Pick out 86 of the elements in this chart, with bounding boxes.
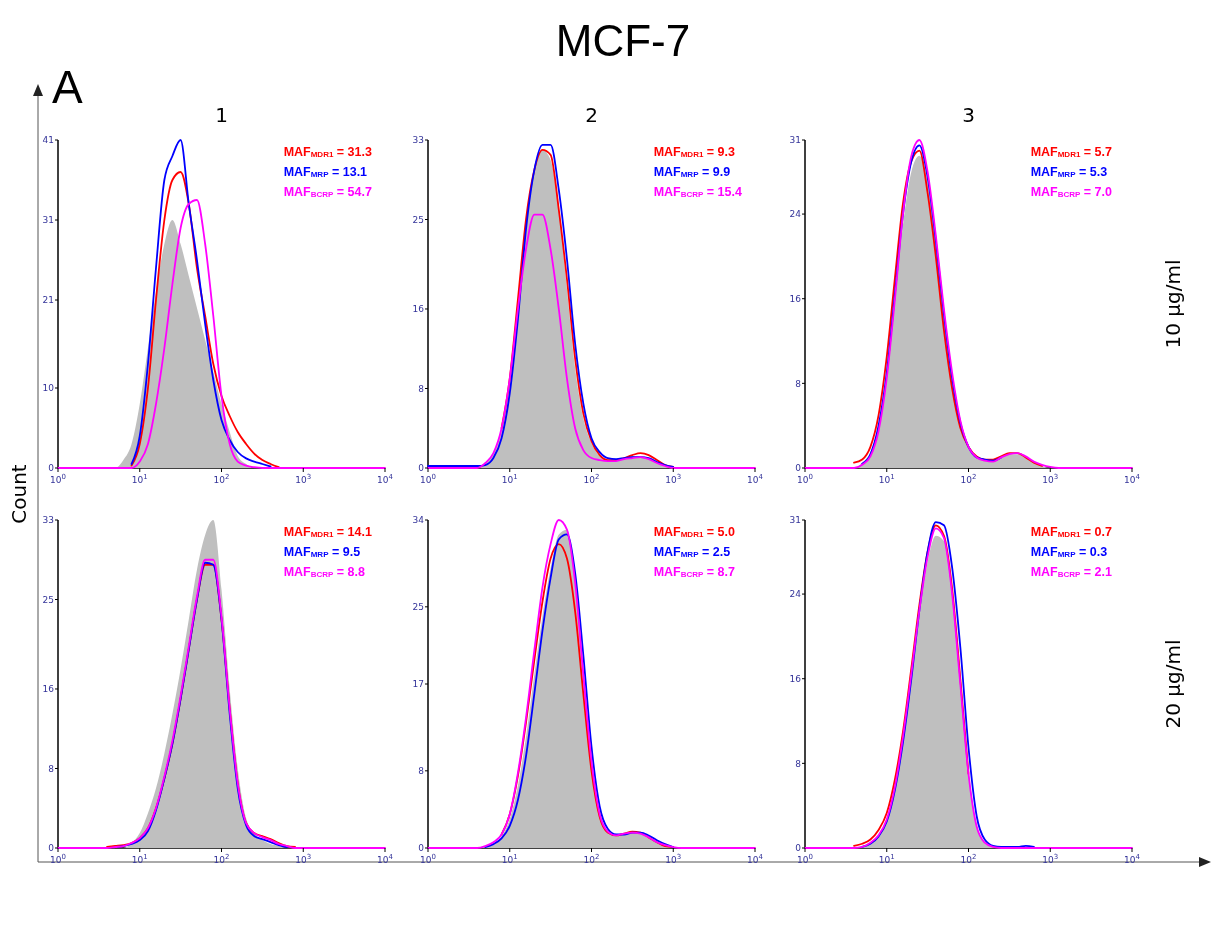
- x-tick-label: 10$^{0}$: [50, 853, 66, 865]
- y2-axis-title: 10 µg/ml: [1161, 259, 1185, 349]
- y-tick-label: 24: [789, 589, 802, 600]
- x-tick-label: 10$^{1}$: [878, 473, 895, 485]
- y-tick-label: 25: [412, 601, 424, 612]
- x-tick-label: 10$^{4}$: [747, 473, 764, 485]
- annotation: MAFMDR1 = 31.3: [283, 145, 372, 159]
- y-tick-label: 16: [789, 293, 802, 304]
- chart-title: 2: [585, 103, 598, 127]
- y-tick-label: 16: [42, 684, 55, 695]
- annotation: MAFMRP = 13.1: [283, 165, 368, 179]
- annotation: MAFMDR1 = 9.3: [653, 145, 736, 159]
- chart-title: 3: [962, 103, 975, 127]
- annotation: MAFMRP = 0.3: [1030, 545, 1108, 559]
- x-tick-label: 10$^{3}$: [665, 853, 682, 865]
- text: MCF-7: [555, 16, 691, 65]
- annotation: MAFMDR1 = 0.7: [1030, 525, 1113, 539]
- y-tick-label: 31: [42, 215, 54, 226]
- x-tick-label: 10$^{2}$: [960, 853, 977, 865]
- x-tick-label: 10$^{0}$: [797, 473, 813, 485]
- y-tick-label: 16: [412, 304, 425, 315]
- y-tick-label: 0: [418, 463, 425, 474]
- text: A: [52, 61, 83, 113]
- y-tick-label: 33: [42, 515, 54, 526]
- annotation: MAFBCRP = 8.7: [653, 565, 736, 579]
- y-tick-label: 41: [42, 135, 54, 146]
- x-tick-label: 10$^{0}$: [420, 853, 436, 865]
- annotation: MAFMRP = 5.3: [1030, 165, 1108, 179]
- chart-title: 1: [215, 103, 228, 127]
- y-tick-label: 8: [795, 758, 802, 769]
- y-tick-label: 10: [42, 383, 55, 394]
- annotation: MAFBCRP = 7.0: [1030, 185, 1113, 199]
- y-tick-label: 8: [418, 383, 425, 394]
- x-tick-label: 10$^{3}$: [665, 473, 682, 485]
- annotation: MAFBCRP = 54.7: [283, 185, 372, 199]
- annotation: MAFMDR1 = 14.1: [283, 525, 372, 539]
- x-tick-label: 10$^{1}$: [131, 473, 148, 485]
- y-tick-label: 33: [412, 135, 424, 146]
- x-tick-label: 10$^{4}$: [1124, 473, 1141, 485]
- annotation: MAFMRP = 9.5: [283, 545, 361, 559]
- x-tick-label: 10$^{3}$: [295, 853, 312, 865]
- y-tick-label: 25: [42, 594, 54, 605]
- x-tick-label: 10$^{0}$: [797, 853, 813, 865]
- y-tick-label: 0: [795, 843, 802, 854]
- y-tick-label: 0: [48, 463, 55, 474]
- x-tick-label: 10$^{4}$: [747, 853, 764, 865]
- annotation: MAFMRP = 2.5: [653, 545, 731, 559]
- x-tick-label: 10$^{1}$: [878, 853, 895, 865]
- x-tick-label: 10$^{4}$: [377, 473, 394, 485]
- x-tick-label: 10$^{2}$: [213, 473, 230, 485]
- y-tick-label: 31: [789, 135, 801, 146]
- y-tick-label: 8: [795, 378, 802, 389]
- x-tick-label: 10$^{1}$: [131, 853, 148, 865]
- annotation: MAFMRP = 9.9: [653, 165, 731, 179]
- x-tick-label: 10$^{2}$: [583, 473, 600, 485]
- y-tick-label: 8: [48, 763, 55, 774]
- x-tick-label: 10$^{1}$: [501, 473, 518, 485]
- y-tick-label: 24: [789, 209, 802, 220]
- annotation: MAFMDR1 = 5.7: [1030, 145, 1113, 159]
- y-axis-title: Count: [7, 464, 31, 524]
- y-tick-label: 31: [789, 515, 801, 526]
- y-tick-label: 0: [48, 843, 55, 854]
- x-tick-label: 10$^{2}$: [960, 473, 977, 485]
- x-tick-label: 10$^{0}$: [50, 473, 66, 485]
- y-tick-label: 21: [42, 295, 54, 306]
- x-tick-label: 10$^{3}$: [295, 473, 312, 485]
- x-tick-label: 10$^{3}$: [1042, 473, 1059, 485]
- annotation: MAFBCRP = 8.8: [283, 565, 366, 579]
- y-tick-label: 16: [789, 673, 802, 684]
- y-tick-label: 8: [418, 765, 425, 776]
- x-tick-label: 10$^{4}$: [377, 853, 394, 865]
- annotation: MAFMDR1 = 5.0: [653, 525, 736, 539]
- y-tick-label: 0: [418, 843, 425, 854]
- x-tick-label: 10$^{2}$: [583, 853, 600, 865]
- annotation: MAFBCRP = 2.1: [1030, 565, 1113, 579]
- x-tick-label: 10$^{4}$: [1124, 853, 1141, 865]
- annotation: MAFBCRP = 15.4: [653, 185, 742, 199]
- x-tick-label: 10$^{1}$: [501, 853, 518, 865]
- y-tick-label: 34: [412, 515, 425, 526]
- y-tick-label: 25: [412, 214, 424, 225]
- y-tick-label: 17: [412, 679, 424, 690]
- y-tick-label: 0: [795, 463, 802, 474]
- x-tick-label: 10$^{2}$: [213, 853, 230, 865]
- y2-axis-title: 20 µg/ml: [1161, 639, 1185, 729]
- x-tick-label: 10$^{0}$: [420, 473, 436, 485]
- x-tick-label: 10$^{3}$: [1042, 853, 1059, 865]
